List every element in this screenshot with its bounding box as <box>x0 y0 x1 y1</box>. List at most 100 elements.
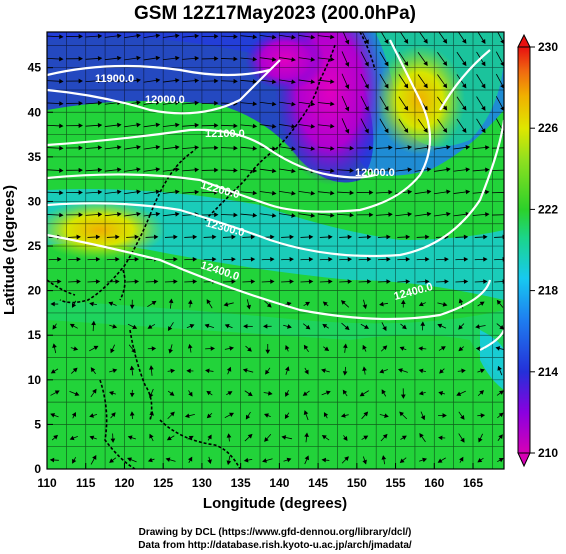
wind-arrow-head <box>382 326 387 332</box>
wind-arrow-head <box>291 168 296 174</box>
wind-arrow-head <box>398 368 403 373</box>
wind-arrow-head <box>111 412 116 418</box>
wind-arrow-head <box>321 434 327 440</box>
wind-arrow-head <box>478 437 483 443</box>
chart-title: GSM 12Z17May2023 (200.0hPa) <box>134 3 416 24</box>
wind-arrow-head <box>50 413 56 418</box>
plot-area: 11900.0 12000.0 12100.0 12200.0 12300.0 … <box>47 32 504 469</box>
wind-arrow-head <box>498 458 504 463</box>
y-tick-label: 0 <box>34 462 41 476</box>
wind-arrow-head <box>214 78 219 84</box>
wind-arrow-head <box>446 167 451 172</box>
wind-arrow-head <box>92 454 97 460</box>
wind-arrow-head <box>243 323 248 329</box>
contour-12100 <box>47 128 376 179</box>
x-tick-label: 140 <box>269 476 289 490</box>
contour-label-12100: 12100.0 <box>205 128 245 140</box>
wind-arrow-head <box>50 301 55 307</box>
wind-arrow-head <box>192 234 198 240</box>
wind-arrow-head <box>194 100 200 106</box>
wind-arrow-head <box>184 413 190 419</box>
x-tick-label: 125 <box>153 476 173 490</box>
wind-arrow-head <box>462 38 467 44</box>
wind-arrow-head <box>386 234 391 240</box>
wind-arrow-head <box>342 343 348 349</box>
y-tick-label: 35 <box>28 150 42 164</box>
wind-arrow-head <box>175 100 180 106</box>
wind-arrow-head <box>136 167 141 172</box>
wind-arrow-head <box>175 167 180 173</box>
wind-arrow-head <box>205 368 210 374</box>
wind-arrow-head <box>59 168 64 173</box>
wind-arrow-head <box>310 101 316 107</box>
wind-arrow-head <box>308 234 314 240</box>
wind-arrow-head <box>97 145 103 150</box>
wind-arrow-head <box>442 413 447 418</box>
wind-arrow-head <box>226 460 232 466</box>
wind-arrow-head <box>381 389 386 395</box>
contour-12300 <box>47 119 504 258</box>
wind-arrow-head <box>153 279 159 284</box>
credit-data: Data from http://database.rish.kyoto-u.a… <box>138 540 412 551</box>
wind-arrow-head <box>463 279 469 284</box>
wind-arrow-head <box>364 39 369 45</box>
wind-arrow-head <box>73 346 79 351</box>
wind-arrow-head <box>57 279 62 284</box>
wind-arrow-head <box>420 321 426 326</box>
wind-arrow-head <box>71 302 77 308</box>
wind-arrow-head <box>330 79 335 84</box>
wind-arrow-head <box>59 212 64 218</box>
wind-arrow-head <box>446 211 451 217</box>
colorbar-tick-label: 210 <box>538 446 558 460</box>
colorbar-tick-label: 218 <box>538 284 558 298</box>
wind-arrow-head <box>323 412 329 417</box>
wind-arrow-head <box>117 189 122 195</box>
wind-arrow-head <box>481 39 486 44</box>
wind-arrow-head <box>59 78 64 84</box>
wind-arrow-head <box>92 388 97 394</box>
wind-arrow-head <box>401 324 407 330</box>
wind-arrow-head <box>212 234 217 240</box>
field-max-cold <box>275 32 385 185</box>
wind-arrow-head <box>175 33 180 39</box>
wind-arrow-head <box>291 123 296 129</box>
wind-arrow-head <box>175 145 180 150</box>
wind-arrow-head <box>324 346 330 351</box>
wind-arrow-head <box>322 323 328 329</box>
contour-12200 <box>47 39 432 213</box>
wind-arrow-head <box>485 167 490 173</box>
y-tick-label: 20 <box>28 284 42 298</box>
wind-arrow-head <box>285 392 290 397</box>
wind-arrow-head <box>407 145 413 150</box>
wind-arrow-head <box>59 190 64 196</box>
wind-arrow-head <box>302 391 308 396</box>
wind-arrow-head <box>399 411 404 417</box>
wind-arrow-head <box>233 123 238 129</box>
x-tick-label: 150 <box>347 476 367 490</box>
y-axis-ticks: 0 5 10 15 20 25 30 35 40 45 <box>28 61 53 476</box>
wind-arrow-head <box>366 279 372 284</box>
contour-label-11900: 11900.0 <box>95 73 134 85</box>
wind-arrow-head <box>303 410 309 416</box>
wind-arrow-head <box>53 434 58 440</box>
wind-arrow-head <box>74 391 80 396</box>
wind-arrow-head <box>485 145 490 150</box>
wind-arrow-head <box>400 299 406 305</box>
wind-arrow-head <box>418 301 424 307</box>
wind-arrow-head <box>247 433 253 439</box>
wind-arrow-head <box>475 324 480 329</box>
wind-arrow-head <box>458 298 464 304</box>
wind-arrow-head <box>330 56 335 62</box>
wind-arrow-head <box>349 190 355 196</box>
wind-arrow-head <box>382 345 388 351</box>
field-warm-west <box>47 200 165 260</box>
x-tick-label: 145 <box>308 476 328 490</box>
wind-arrow-head <box>310 123 316 129</box>
wind-arrow-head <box>497 365 502 371</box>
wind-arrow-head <box>405 279 411 284</box>
wind-arrow-head <box>134 234 140 240</box>
wind-arrow-head <box>483 234 488 240</box>
wind-arrow-head <box>480 413 486 418</box>
wind-arrow-head <box>425 256 430 262</box>
